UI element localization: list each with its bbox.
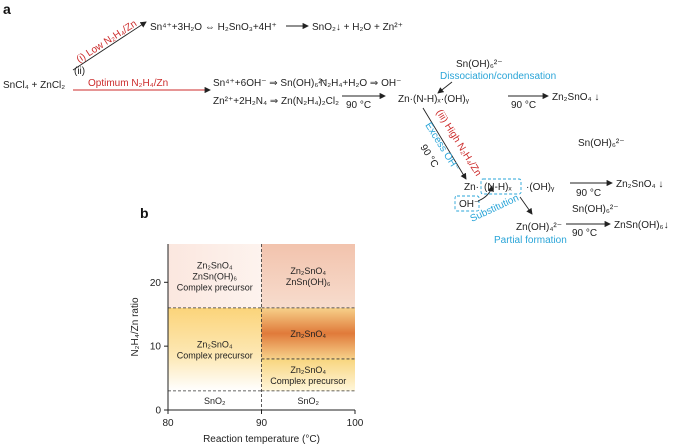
arrow-dissociation bbox=[437, 81, 453, 94]
nh-box bbox=[480, 178, 522, 195]
arrow-path-i bbox=[72, 21, 147, 71]
zn-oh4: Zn(OH)₄²⁻ bbox=[516, 222, 562, 233]
dissociation-label: Dissociation/condensation bbox=[440, 71, 556, 82]
x-axis-label: Reaction temperature (°C) bbox=[203, 434, 320, 445]
temp-ii: 90 °C bbox=[346, 100, 371, 111]
region-1-label-1: Complex precursor bbox=[177, 350, 253, 360]
region-6-label-0: Zn₂SnO₄ bbox=[290, 266, 326, 276]
reactant-label: SnCl₄ + ZnCl₂ bbox=[3, 80, 65, 91]
region-4 bbox=[261, 358, 355, 391]
region-2-label-2: Complex precursor bbox=[177, 282, 253, 292]
arrow-path-iii bbox=[422, 107, 467, 180]
region-6-label-1: ZnSn(OH)₆ bbox=[286, 277, 331, 287]
region-2-label-0: Zn₂SnO₄ bbox=[197, 260, 233, 270]
eq-i-1: Sn⁴⁺+3H₂O ⇔ H₂SnO₃+4H⁺ bbox=[150, 22, 277, 33]
partial-label: Partial formation bbox=[494, 235, 567, 246]
region-3 bbox=[261, 390, 355, 410]
x-tick-label-0: 80 bbox=[162, 418, 174, 429]
oh-box-label: OH⁻ bbox=[459, 199, 479, 210]
sn-oh6-top: Sn(OH)₆²⁻ bbox=[456, 59, 503, 70]
oh-box bbox=[454, 195, 480, 212]
eq-i-2: SnO₂↓ + H₂O + Zn²⁺ bbox=[312, 22, 403, 33]
region-0-label-0: SnO₂ bbox=[204, 396, 226, 406]
y-tick-label-0: 0 bbox=[155, 406, 161, 417]
complex-label: Zn·(N-H)ₓ·(OH)ᵧ bbox=[398, 94, 470, 105]
region-4-label-0: Zn₂SnO₄ bbox=[290, 365, 326, 375]
eq-ii-1: Sn⁴⁺+6OH⁻ ⇒ Sn(OH)₆²⁻ bbox=[213, 78, 327, 89]
complex2-zn: Zn· bbox=[464, 182, 479, 193]
eq-ii-2: Zn²⁺+2H₂N₄ ⇒ Zn(N₂H₄)₂Cl₂ bbox=[213, 96, 339, 107]
region-4-label-1: Complex precursor bbox=[270, 376, 346, 386]
panel-a-label: a bbox=[3, 1, 11, 17]
arrow-partial bbox=[519, 196, 533, 215]
condition-low: (i) Low N₂H₄/Zn bbox=[75, 18, 139, 65]
complex2-oh: ·(OH)ᵧ bbox=[526, 182, 555, 193]
temp-3: 90 °C bbox=[576, 188, 601, 199]
marker-ii: (ii) bbox=[74, 66, 85, 77]
panel-b-label: b bbox=[140, 205, 149, 221]
y-tick-label-1: 10 bbox=[150, 342, 162, 353]
arrow-substitute-curve bbox=[477, 185, 495, 202]
product-1: Zn₂SnO₄ ↓ bbox=[552, 92, 599, 103]
temp-2: 90 °C bbox=[511, 100, 536, 111]
complex2-nh: (N-H)ₓ bbox=[484, 182, 512, 193]
region-5 bbox=[261, 307, 355, 359]
region-2 bbox=[168, 244, 262, 308]
region-3-label-0: SnO₂ bbox=[297, 396, 319, 406]
eq-ii-1b: N₂H₄+H₂O ⇒ OH⁻ bbox=[320, 78, 401, 89]
region-0 bbox=[168, 390, 262, 410]
condition-optimum: Optimum N₂H₄/Zn bbox=[88, 78, 168, 89]
x-tick-label-2: 100 bbox=[347, 418, 364, 429]
x-tick-label-1: 90 bbox=[256, 418, 268, 429]
region-6 bbox=[261, 244, 355, 308]
y-tick-label-2: 20 bbox=[150, 278, 162, 289]
region-5-label-0: Zn₂SnO₄ bbox=[290, 329, 326, 339]
product-3: ZnSn(OH)₆↓ bbox=[614, 220, 669, 231]
region-2-label-1: ZnSn(OH)₆ bbox=[192, 271, 237, 281]
sn-oh6-b1: Sn(OH)₆²⁻ bbox=[578, 138, 625, 149]
product-2: Zn₂SnO₄ ↓ bbox=[616, 179, 663, 190]
y-axis-label: N₂H₄/Zn ratio bbox=[130, 297, 141, 357]
region-1 bbox=[168, 307, 262, 391]
region-1-label-0: Zn₂SnO₄ bbox=[197, 339, 233, 349]
temp-4: 90 °C bbox=[572, 228, 597, 239]
sn-oh6-b2: Sn(OH)₆²⁻ bbox=[572, 204, 619, 215]
